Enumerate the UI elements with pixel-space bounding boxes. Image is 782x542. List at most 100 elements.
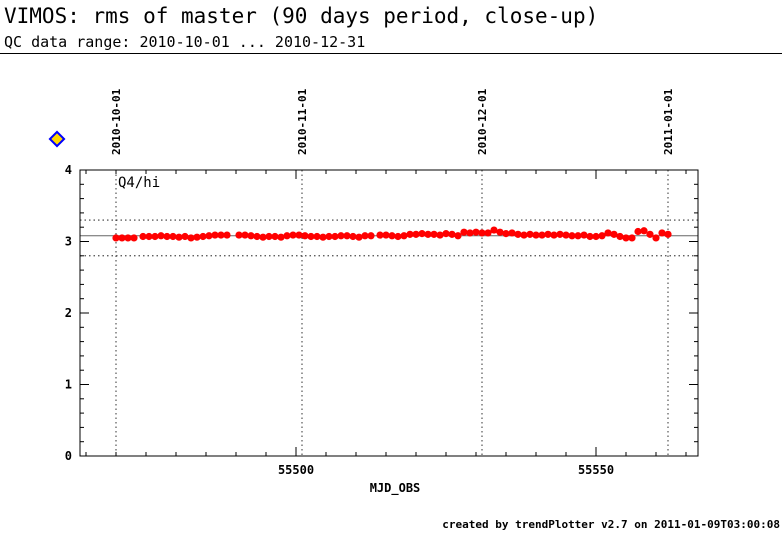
date-marker-label: 2010-10-01 [110,88,123,155]
data-point [502,230,510,238]
data-point [664,230,672,238]
data-point [301,232,309,240]
data-point [568,232,576,240]
data-point [382,231,390,239]
date-marker-label: 2010-12-01 [476,88,489,155]
data-point [472,228,480,236]
data-point [325,232,333,241]
data-point [193,233,201,241]
data-point [367,232,375,240]
data-point [289,231,297,239]
date-marker-label: 2010-11-01 [296,88,309,155]
data-point [271,232,279,241]
data-point [283,232,291,240]
data-point [349,232,357,241]
date-marker-label: 2011-01-01 [662,88,675,155]
data-point [112,234,120,242]
y-tick-label: 1 [65,378,72,392]
data-point [556,230,564,238]
plot-frame [79,169,699,457]
data-point [151,232,159,241]
date-markers: 2010-10-01 2010-11-01 2010-12-01 2011-01-01 [110,88,675,456]
data-point [412,230,420,238]
data-point [562,231,570,239]
data-point [574,232,582,240]
data-point [652,234,660,242]
data-point [532,231,540,239]
data-point [520,231,528,239]
data-point [442,230,450,238]
data-point [658,229,666,237]
y-tick-label: 2 [65,306,72,320]
data-point [604,229,612,237]
data-point [355,233,363,241]
data-point [610,230,618,238]
data-point [157,232,165,240]
data-point [634,227,642,236]
y-tick-label: 0 [65,449,72,463]
x-tick-label: 55550 [578,463,614,477]
data-point [628,234,636,242]
data-point [124,234,132,242]
data-point [466,229,474,237]
data-point [640,227,648,235]
data-point [205,232,213,240]
y-tick-label: 3 [65,235,72,249]
data-point [514,230,522,238]
data-point [484,229,492,237]
data-point [253,232,261,241]
data-point [223,231,231,239]
data-point [526,230,534,238]
data-point [646,230,654,238]
data-point [145,232,153,241]
data-point [130,234,138,242]
data-point [394,232,402,241]
data-point [454,232,462,240]
x-tick-label: 55500 [278,463,314,477]
data-point [247,232,255,240]
data-point [622,234,630,242]
data-point [295,231,303,239]
data-point [259,233,267,241]
data-point [538,231,546,239]
data-point [592,232,600,241]
data-point [550,231,558,239]
chart-subtitle: QC data range: 2010-10-01 ... 2010-12-31 [4,33,366,51]
data-point [376,231,384,239]
data-point [169,232,177,241]
data-point [490,226,498,234]
data-point [586,232,594,241]
data-point [277,233,285,241]
data-point [406,230,414,238]
status-marker-icon [48,130,66,148]
data-point [163,232,171,241]
data-point [175,233,183,241]
data-point [217,231,225,239]
data-point [139,232,147,241]
chart-title: VIMOS: rms of master (90 days period, cl… [4,4,599,28]
data-points [112,226,672,242]
data-point [235,231,243,239]
data-point [418,230,426,238]
data-point [331,232,339,241]
data-point [118,234,126,242]
data-point [436,231,444,239]
data-point [361,232,369,240]
data-point [241,231,249,239]
data-point [211,231,219,239]
data-point [307,232,315,241]
data-point [187,234,195,242]
data-point [478,229,486,237]
panel-label: Q4/hi [118,175,160,191]
data-point [598,232,606,240]
data-point [448,230,456,238]
data-point [460,228,468,236]
data-point [424,230,432,238]
data-point [400,232,408,240]
data-point [199,232,207,241]
data-point [388,232,396,240]
data-point [430,230,438,238]
data-point [319,233,327,241]
data-point [313,232,321,241]
